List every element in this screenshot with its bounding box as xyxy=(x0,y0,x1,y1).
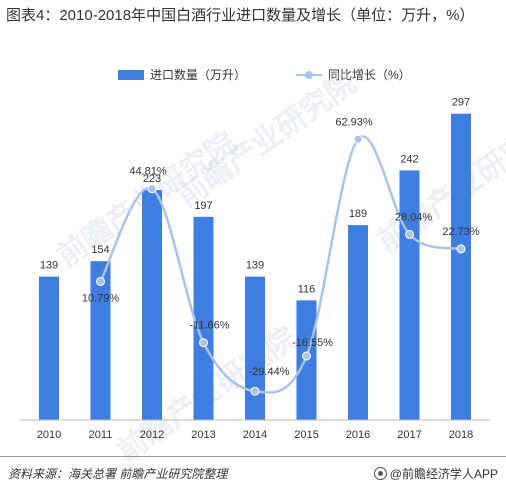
bar-value-label: 297 xyxy=(452,97,470,109)
growth-value-label: -16.55% xyxy=(292,337,333,349)
chart-legend: 进口数量（万升） 同比增长（%） xyxy=(0,66,506,86)
growth-marker xyxy=(96,276,105,286)
bar xyxy=(399,170,420,420)
growth-marker xyxy=(147,184,157,194)
growth-value-label: 22.73% xyxy=(442,226,480,238)
bar xyxy=(193,216,214,420)
growth-value-label: -29.44% xyxy=(249,366,290,378)
source-note: 资料来源：海关总署 前瞻产业研究院整理 xyxy=(8,467,228,481)
bar xyxy=(245,276,265,420)
growth-value-label: 44.81% xyxy=(129,166,167,178)
x-tick-label: 2010 xyxy=(37,429,61,441)
brand-logo-icon xyxy=(373,467,387,480)
footer: 资料来源：海关总署 前瞻产业研究院整理 @前瞻经济学人APP xyxy=(0,456,506,487)
growth-value-label: 10.79% xyxy=(82,292,120,304)
x-tick-label: 2015 xyxy=(294,429,318,441)
legend-line-label: 同比增长（%） xyxy=(328,68,411,82)
bar-value-label: 116 xyxy=(298,283,316,295)
legend-item-bar: 进口数量（万升） xyxy=(118,66,246,83)
growth-marker xyxy=(353,134,363,144)
growth-marker xyxy=(405,229,414,239)
growth-value-label: 28.04% xyxy=(395,211,433,223)
bar-value-label: 197 xyxy=(194,200,212,212)
legend-bar-label: 进口数量（万升） xyxy=(150,68,247,82)
brand: @前瞻经济学人APP xyxy=(373,465,498,482)
x-tick-label: 2016 xyxy=(346,429,370,441)
growth-marker xyxy=(250,386,260,396)
x-tick-label: 2011 xyxy=(89,429,113,441)
x-tick-label: 2017 xyxy=(397,429,421,441)
bar xyxy=(348,225,368,420)
bar xyxy=(90,261,111,420)
x-tick-label: 2013 xyxy=(191,429,215,441)
bar-value-label: 242 xyxy=(400,153,418,165)
growth-marker xyxy=(456,244,466,254)
bar xyxy=(142,190,162,420)
x-tick-label: 2014 xyxy=(243,429,267,441)
growth-value-label: 62.93% xyxy=(335,116,373,128)
bar-value-label: 139 xyxy=(246,260,264,272)
brand-label: @前瞻经济学人APP xyxy=(389,467,498,481)
chart-title: 图表4：2010-2018年中国白酒行业进口数量及增长（单位：万升，%） xyxy=(6,7,475,24)
x-tick-label: 2012 xyxy=(140,429,164,441)
growth-value-label: -11.66% xyxy=(189,320,229,332)
bar xyxy=(39,276,59,420)
bar xyxy=(451,113,471,420)
bar-value-label: 139 xyxy=(40,260,58,272)
chart-plot: 139 2010 154 2011 223 2012 197 2013 139 2014 116 20… xyxy=(20,97,490,441)
bar-value-label: 189 xyxy=(349,208,367,220)
legend-line-swatch xyxy=(296,70,322,80)
bar-value-label: 223 xyxy=(143,173,161,185)
legend-bar-swatch xyxy=(118,69,144,80)
growth-marker xyxy=(302,351,311,361)
growth-marker xyxy=(199,338,208,348)
x-tick-label: 2018 xyxy=(449,429,473,441)
legend-item-line: 同比增长（%） xyxy=(296,66,411,83)
bar-value-label: 154 xyxy=(91,244,109,256)
